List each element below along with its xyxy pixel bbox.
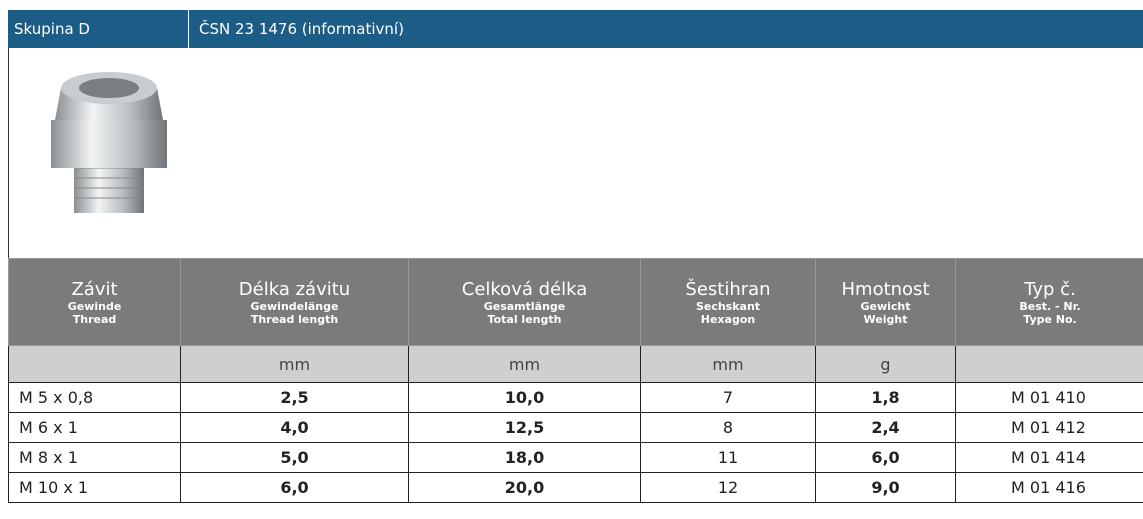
data-cell: 12 — [640, 472, 816, 503]
data-cell: M 01 416 — [955, 472, 1143, 503]
data-cell: M 5 x 0,8 — [8, 382, 181, 413]
header-cell: Hmotnost Gewicht Weight — [815, 258, 956, 346]
data-cell: 1,8 — [815, 382, 956, 413]
data-cell: 4,0 — [180, 412, 409, 443]
data-row: M 6 x 1 4,0 12,5 8 2,4 M 01 412 — [8, 412, 1143, 443]
unit-cell — [8, 345, 181, 383]
column-name-de: Gesamtlänge — [483, 299, 566, 313]
unit-cell: mm — [408, 345, 641, 383]
data-cell: M 8 x 1 — [8, 442, 181, 473]
spec-table: Závit Gewinde Thread Délka závitu Gewindelän… — [8, 258, 1143, 503]
data-cell: 9,0 — [815, 472, 956, 503]
image-area — [8, 48, 1143, 258]
data-cell: M 01 412 — [955, 412, 1143, 443]
header-cell: Závit Gewinde Thread — [8, 258, 181, 346]
column-name-en: Thread length — [250, 312, 339, 326]
units-row: mm mm mm g — [8, 345, 1143, 383]
data-cell: 12,5 — [408, 412, 641, 443]
data-cell: 5,0 — [180, 442, 409, 473]
data-row: M 5 x 0,8 2,5 10,0 7 1,8 M 01 410 — [8, 382, 1143, 413]
data-cell: 11 — [640, 442, 816, 473]
data-cell: 6,0 — [180, 472, 409, 503]
data-cell: M 01 410 — [955, 382, 1143, 413]
data-cell: 7 — [640, 382, 816, 413]
column-name-en: Total length — [487, 312, 562, 326]
column-name-de: Best. - Nr. — [1019, 299, 1081, 313]
data-cell: 10,0 — [408, 382, 641, 413]
data-row: M 10 x 1 6,0 20,0 12 9,0 M 01 416 — [8, 472, 1143, 503]
data-cell: 18,0 — [408, 442, 641, 473]
column-name: Závit — [71, 278, 118, 300]
column-name-de: Sechskant — [695, 299, 761, 313]
column-name-en: Weight — [863, 312, 908, 326]
product-image — [51, 72, 167, 213]
column-name-en: Hexagon — [700, 312, 756, 326]
column-name: Šestihran — [685, 278, 771, 300]
header-cell: Typ č. Best. - Nr. Type No. — [955, 258, 1143, 346]
data-cell: 6,0 — [815, 442, 956, 473]
header-row: Závit Gewinde Thread Délka závitu Gewindelän… — [8, 258, 1143, 346]
group-label: Skupina D — [14, 20, 90, 38]
column-name: Celková délka — [461, 278, 588, 300]
data-cell: 20,0 — [408, 472, 641, 503]
column-name-en: Thread — [72, 312, 117, 326]
column-name: Hmotnost — [841, 278, 930, 300]
top-bar: Skupina D ČSN 23 1476 (informativní) — [8, 10, 1143, 48]
column-name: Typ č. — [1024, 278, 1076, 300]
standard-label: ČSN 23 1476 (informativní) — [188, 10, 404, 48]
header-cell: Šestihran Sechskant Hexagon — [640, 258, 816, 346]
column-name-de: Gewinde — [67, 299, 122, 313]
data-cell: M 6 x 1 — [8, 412, 181, 443]
data-cell: 8 — [640, 412, 816, 443]
column-name-en: Type No. — [1023, 312, 1077, 326]
header-cell: Délka závitu Gewindelänge Thread length — [180, 258, 409, 346]
header-cell: Celková délka Gesamtlänge Total length — [408, 258, 641, 346]
unit-cell — [955, 345, 1143, 383]
unit-cell: mm — [640, 345, 816, 383]
data-cell: M 01 414 — [955, 442, 1143, 473]
column-name: Délka závitu — [238, 278, 351, 300]
data-cell: 2,5 — [180, 382, 409, 413]
data-row: M 8 x 1 5,0 18,0 11 6,0 M 01 414 — [8, 442, 1143, 473]
unit-cell: mm — [180, 345, 409, 383]
unit-cell: g — [815, 345, 956, 383]
column-name-de: Gewicht — [860, 299, 911, 313]
column-name-de: Gewindelänge — [250, 299, 339, 313]
data-cell: M 10 x 1 — [8, 472, 181, 503]
data-cell: 2,4 — [815, 412, 956, 443]
